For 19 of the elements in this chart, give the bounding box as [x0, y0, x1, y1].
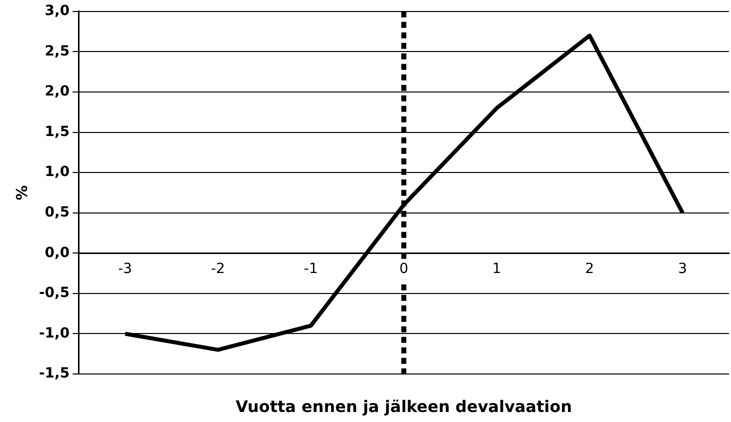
y-tick-label: 0,0 — [44, 244, 70, 261]
x-tick-label: -3 — [118, 261, 132, 278]
y-tick-label: -1,5 — [38, 366, 70, 382]
x-tick-label: 2 — [585, 261, 594, 278]
y-tick-label: 2,5 — [44, 43, 70, 60]
y-tick-label: 1,0 — [44, 164, 70, 180]
y-tick-label: 3,0 — [44, 3, 70, 20]
y-tick-label: 0,5 — [44, 204, 70, 220]
x-tick-label: -2 — [210, 261, 225, 278]
x-axis-title: Vuotta ennen ja jälkeen devalvaation — [236, 397, 572, 416]
y-tick-label: -1,0 — [38, 325, 70, 342]
x-tick-label: -1 — [304, 261, 318, 278]
y-axis-title: % — [12, 185, 31, 200]
y-tick-label: -0,5 — [38, 285, 70, 302]
y-tick-label: 1,5 — [44, 124, 70, 140]
x-tick-label: 0 — [399, 261, 408, 278]
x-tick-label: 1 — [492, 261, 502, 278]
y-tick-label: 2,0 — [44, 84, 70, 100]
x-tick-label: 3 — [678, 261, 688, 278]
